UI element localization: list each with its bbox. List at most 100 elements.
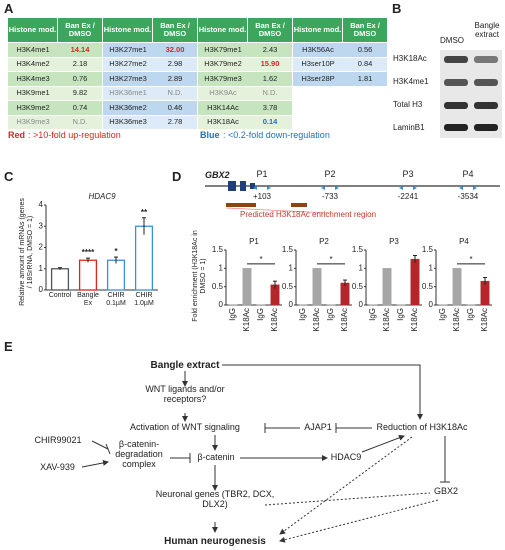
x-tick-label: K18Ac (340, 308, 349, 332)
table-header: Histone mod. (103, 18, 153, 42)
table-cell: H3K36me1 (103, 85, 153, 100)
y-tick-label: 2 (39, 243, 44, 252)
y-tick-label: 0 (39, 285, 44, 294)
table-cell: 0.46 (153, 100, 197, 115)
region-label: Predicted H3K18Ac enrichment region (240, 210, 377, 220)
diagram-edges (81, 364, 450, 543)
bar (106, 259, 126, 291)
blot-row: H3K18Ac (393, 53, 427, 63)
significance: * (259, 255, 262, 264)
table-cell: 3.78 (248, 100, 292, 115)
table-cell: H3K9me3 (8, 114, 58, 129)
table-cell: 14.14 (58, 42, 102, 57)
diagram-node: GBX2 (433, 486, 458, 497)
legend-text: : <0.2-fold down-regulation (223, 130, 330, 141)
primer-arrows (459, 186, 477, 190)
table-cell: H3K18Ac (198, 114, 248, 129)
significance: * (114, 247, 118, 256)
y-tick-label: 0 (429, 300, 434, 309)
table-cell: H3K27me2 (103, 56, 153, 71)
table-cell: 2.78 (153, 114, 197, 129)
primer-position: -3534 (457, 191, 479, 201)
x-tick-label: IgG (396, 308, 405, 321)
table-cell: 2.89 (153, 71, 197, 86)
x-tick-label: CHIR 0.1µM (106, 292, 126, 307)
diagram-node: Reduction of H3K18Ac (376, 422, 468, 433)
primer-arrows (253, 186, 271, 190)
table-cell: 9.82 (58, 85, 102, 100)
y-tick-label: 0.5 (282, 282, 294, 291)
table-cell: 0.14 (248, 114, 292, 129)
bar (134, 225, 154, 291)
x-tick-label: IgG (368, 308, 377, 321)
x-tick-label: Control (48, 292, 72, 299)
y-tick-label: 1 (429, 263, 434, 272)
chart-title: HDAC9 (88, 192, 116, 201)
primer-arrows (321, 186, 339, 190)
bar (382, 268, 392, 306)
diagram-node: Neuronal genes (TBR2, DCX, DLX2) (155, 489, 275, 509)
y-tick-label: 1 (359, 263, 364, 272)
table-cell: H3K79me3 (198, 71, 248, 86)
y-tick-label: 1 (219, 263, 224, 272)
table-cell: H3K9Ac (198, 85, 248, 100)
significance: * (469, 255, 472, 264)
chart-title: P1 (249, 237, 259, 246)
y-tick-label: 1 (39, 264, 44, 273)
x-tick-label: IgG (256, 308, 265, 321)
primer-name: P2 (324, 169, 336, 180)
table-cell: H3ser10P (293, 56, 343, 71)
primer-arrows (399, 186, 417, 190)
y-tick-label: 1.5 (282, 245, 294, 254)
blot-column: DMSO (440, 35, 464, 45)
panel-label: B (392, 1, 402, 16)
diagram-node: Human neurogenesis (164, 535, 266, 547)
table-cell: 1.62 (248, 71, 292, 86)
gene-name: GBX2 (205, 170, 230, 181)
table-header: Ban Ex / DMSO (58, 18, 102, 42)
x-tick-label: IgG (326, 308, 335, 321)
table-cell: N.D. (153, 85, 197, 100)
primer-position: +103 (252, 191, 272, 201)
table-cell: H3K27me3 (103, 71, 153, 86)
y-tick-label: 0 (219, 300, 224, 309)
diagram-node: Activation of WNT signaling (130, 422, 240, 433)
bar (78, 259, 98, 291)
bar (452, 268, 462, 306)
y-tick-label: 0.5 (352, 282, 364, 291)
chart-title: P2 (319, 237, 329, 246)
bar (312, 268, 322, 306)
blot-row: LaminB1 (393, 122, 425, 132)
diagram-node: β-catenin-degradation complex (115, 439, 163, 469)
gene-map (205, 181, 500, 214)
diagram-node: Bangle extract (150, 359, 220, 371)
table-cell: 15.90 (248, 56, 292, 71)
x-tick-label: K18Ac (480, 308, 489, 332)
panel-label: D (172, 169, 182, 184)
x-tick-label: K18Ac (410, 308, 419, 332)
primer-position: -733 (321, 191, 338, 201)
table-cell: 0.76 (58, 71, 102, 86)
bar (50, 268, 70, 291)
y-tick-label: 0.5 (212, 282, 224, 291)
blot-row: Total H3 (393, 99, 423, 109)
table-header: Histone mod. (8, 18, 58, 42)
table-cell: H3K4me3 (8, 71, 58, 86)
table-cell: H3K36me3 (103, 114, 153, 129)
legend-key: Blue (200, 130, 220, 141)
chart-title: P4 (459, 237, 469, 246)
y-tick-label: 0 (359, 300, 364, 309)
significance: ** (141, 208, 148, 217)
x-tick-label: K18Ac (382, 308, 391, 332)
diagram-node: XAV-939 (40, 462, 75, 473)
x-tick-label: CHIR 1.0µM (134, 292, 154, 307)
legend-text: : >10-fold up-regulation (28, 130, 121, 141)
table-cell: H3K36me2 (103, 100, 153, 115)
x-tick-label: IgG (466, 308, 475, 321)
chart-title: P3 (389, 237, 399, 246)
table-cell: H3K79me1 (198, 42, 248, 57)
table-cell: N.D. (58, 114, 102, 129)
table-cell: N.D. (248, 85, 292, 100)
diagram-node: AJAP1 (304, 422, 332, 433)
